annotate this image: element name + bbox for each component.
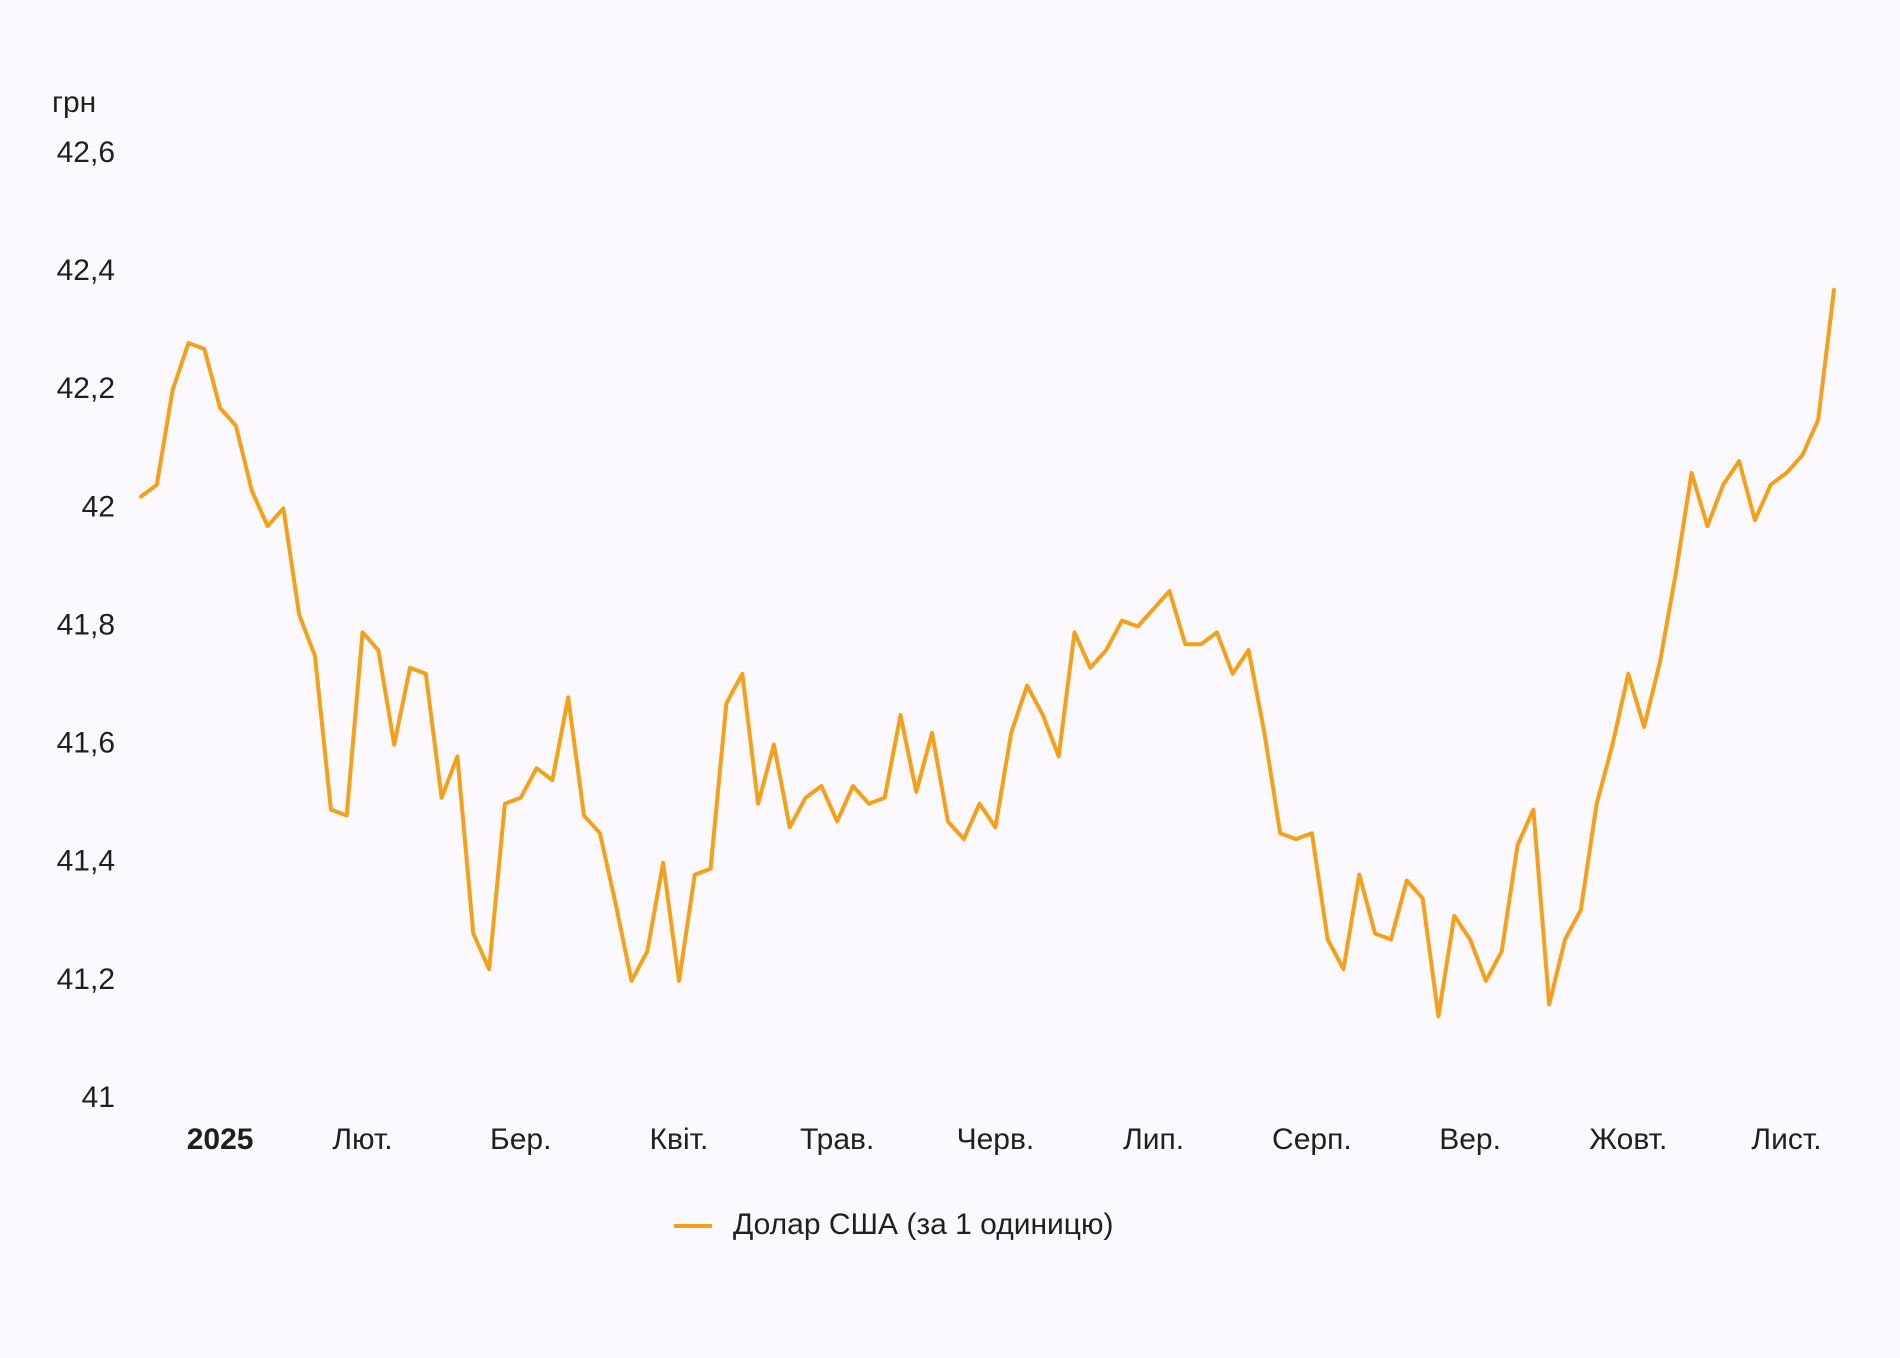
line-series	[139, 287, 1836, 1019]
x-tick-label: Лип.	[1123, 1123, 1184, 1156]
y-tick-label: 41,4	[57, 845, 115, 878]
legend-label: Долар США (за 1 одиницю)	[733, 1208, 1113, 1241]
y-tick-label: 42,4	[57, 254, 115, 287]
y-tick-label: 41	[82, 1081, 115, 1114]
x-tick-label: Бер.	[490, 1123, 551, 1156]
y-tick-label: 42,6	[57, 136, 115, 169]
x-tick-label: Вер.	[1439, 1123, 1501, 1156]
x-tick-label: Серп.	[1272, 1123, 1352, 1156]
x-tick-label: Жовт.	[1589, 1123, 1667, 1156]
x-tick-label: 2025	[187, 1123, 254, 1156]
x-tick-label: Лют.	[332, 1123, 392, 1156]
x-tick-label: Черв.	[957, 1123, 1035, 1156]
x-tick-label: Лист.	[1751, 1123, 1821, 1156]
y-tick-label: 41,2	[57, 963, 115, 996]
y-tick-label: 42	[82, 490, 115, 523]
y-tick-label: 42,2	[57, 372, 115, 405]
y-tick-label: 41,6	[57, 727, 115, 760]
y-tick-label: 41,8	[57, 608, 115, 641]
x-tick-label: Трав.	[800, 1123, 874, 1156]
x-tick-label: Квіт.	[650, 1123, 709, 1156]
y-axis-unit: грн	[52, 86, 96, 119]
